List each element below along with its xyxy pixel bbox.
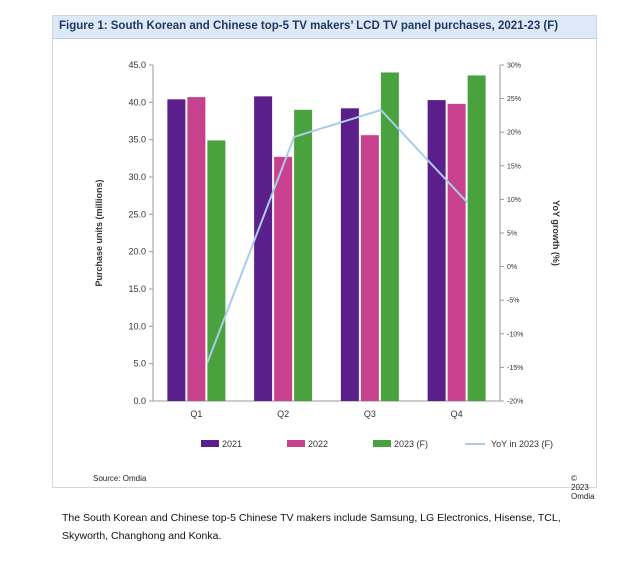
left-tick-label: 20.0	[128, 247, 146, 257]
legend-swatch-2022	[287, 440, 305, 447]
bar-2022	[447, 103, 466, 402]
figure-title: Figure 1: South Korean and Chinese top-5…	[59, 20, 559, 32]
left-tick-label: 0.0	[133, 396, 146, 406]
legend-swatch-2021	[201, 440, 219, 447]
legend-label-2022: 2022	[308, 439, 328, 449]
bar-2023-f-	[380, 72, 399, 401]
category-label: Q1	[190, 409, 202, 419]
copyright-note: © 2023 Omdia	[571, 474, 595, 501]
figure-title-bar: Figure 1: South Korean and Chinese top-5…	[53, 16, 596, 39]
left-tick-label: 5.0	[133, 359, 146, 369]
bar-2021	[167, 99, 186, 401]
chart: 0.0 5.0 10.0 15.0 20.0 25.0 30.0 35.0 40.0 45.0 -2…	[94, 60, 561, 449]
legend-label-2023-f-: 2023 (F)	[394, 439, 428, 449]
right-axis-title: YoY growth (%)	[551, 200, 561, 266]
left-tick-label: 40.0	[128, 97, 146, 107]
legend-swatch-2023-f-	[373, 440, 391, 447]
yoy-growth-line	[206, 108, 469, 364]
legend-label-2021: 2021	[222, 439, 242, 449]
bar-2022	[274, 156, 293, 401]
left-tick-label: 25.0	[128, 209, 146, 219]
bar-2022	[360, 135, 379, 401]
bar-2023-f-	[207, 140, 226, 401]
right-tick-label: -5%	[507, 298, 519, 305]
left-tick-label: 10.0	[128, 321, 146, 331]
left-axis-title: Purchase units (millions)	[94, 179, 104, 286]
right-tick-label: 5%	[507, 231, 517, 238]
category-label: Q3	[364, 409, 376, 419]
bar-2023-f-	[294, 109, 313, 402]
right-tick-label: 30%	[507, 63, 521, 70]
left-tick-label: 30.0	[128, 172, 146, 182]
right-tick-label: 20%	[507, 130, 521, 137]
right-tick-label: -10%	[507, 331, 523, 338]
category-label: Q2	[277, 409, 289, 419]
legend-label-yoy-in-2023-f-: YoY in 2023 (F)	[491, 439, 553, 449]
bar-2022	[187, 97, 206, 402]
bar-2021	[427, 100, 446, 402]
right-tick-label: -20%	[507, 399, 523, 406]
bar-2023-f-	[467, 75, 486, 401]
category-label: Q4	[451, 409, 463, 419]
right-tick-label: 15%	[507, 163, 521, 170]
right-tick-label: 25%	[507, 96, 521, 103]
figure-frame: Figure 1: South Korean and Chinese top-5…	[52, 15, 597, 501]
bar-2021	[254, 96, 273, 402]
footnote: The South Korean and Chinese top-5 Chine…	[62, 512, 561, 542]
left-tick-label: 35.0	[128, 135, 146, 145]
source-note: Source: Omdia	[93, 474, 147, 483]
bar-2021	[340, 108, 359, 401]
right-tick-label: -15%	[507, 365, 523, 372]
left-tick-label: 45.0	[128, 60, 146, 70]
left-tick-label: 15.0	[128, 284, 146, 294]
right-tick-label: 0%	[507, 264, 517, 271]
right-tick-label: 10%	[507, 197, 521, 204]
